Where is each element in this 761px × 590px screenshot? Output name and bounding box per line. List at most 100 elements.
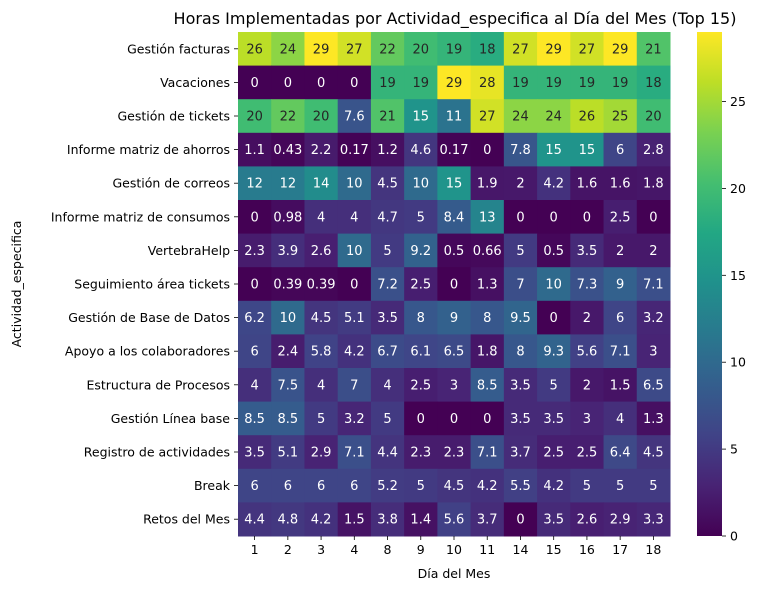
heatmap-cell xyxy=(271,334,305,369)
cell-value-label: 6 xyxy=(616,311,624,326)
heatmap-cell xyxy=(271,368,305,403)
heatmap-cell xyxy=(636,166,671,201)
cell-value-label: 1.6 xyxy=(610,177,631,192)
cell-value-label: 7.8 xyxy=(510,143,531,158)
heatmap-cell xyxy=(503,435,538,470)
cell-value-label: 9.2 xyxy=(410,244,431,259)
cell-value-label: 3.2 xyxy=(344,412,365,427)
cell-value-label: 2.3 xyxy=(244,244,265,259)
cell-value-label: 0 xyxy=(417,412,425,427)
heatmap-cell xyxy=(603,99,638,134)
heatmap-cell xyxy=(537,65,571,100)
heatmap-cell xyxy=(470,502,505,537)
cell-value-label: 4.5 xyxy=(311,311,332,326)
cell-value-label: 7 xyxy=(516,278,524,293)
heatmap-cell xyxy=(503,401,538,436)
heatmap-cell xyxy=(404,502,438,537)
cell-value-label: 1.8 xyxy=(477,345,498,360)
cell-value-label: 10 xyxy=(346,177,363,192)
heatmap-cell xyxy=(404,334,438,369)
heatmap-cell xyxy=(370,435,405,470)
cell-value-label: 19 xyxy=(412,76,429,91)
cell-value-label: 2.5 xyxy=(577,446,598,461)
heatmap-cell xyxy=(503,334,538,369)
heatmap-cell xyxy=(470,401,505,436)
cell-value-label: 1.4 xyxy=(410,513,431,528)
cell-value-label: 19 xyxy=(579,76,596,91)
cell-value-label: 9 xyxy=(616,278,624,293)
cell-value-label: 2.4 xyxy=(278,345,299,360)
cell-value-label: 5.1 xyxy=(344,311,365,326)
y-axis-label: Actividad_especifica xyxy=(9,221,24,348)
cell-value-label: 26 xyxy=(579,110,596,125)
heatmap-cell xyxy=(636,267,671,302)
heatmap-cell xyxy=(537,435,571,470)
heatmap-cell xyxy=(636,200,671,235)
cell-value-label: 2 xyxy=(583,311,591,326)
cell-value-label: 6.4 xyxy=(610,446,631,461)
heatmap-cell xyxy=(537,468,571,503)
cell-value-label: 4.2 xyxy=(477,479,498,494)
heatmap-cell xyxy=(238,32,272,67)
heatmap-cell xyxy=(470,65,505,100)
heatmap-cell xyxy=(537,166,571,201)
cell-value-label: 7.1 xyxy=(643,278,664,293)
heatmap-cell xyxy=(304,132,339,167)
cell-value-label: 24 xyxy=(512,110,529,125)
heatmap-cell xyxy=(636,368,671,403)
heatmap-cell xyxy=(570,166,605,201)
cell-value-label: 0 xyxy=(550,311,558,326)
heatmap-cell xyxy=(603,502,638,537)
heatmap-cell xyxy=(238,233,272,268)
cell-value-label: 3.3 xyxy=(643,513,664,528)
heatmap-cell xyxy=(370,267,405,302)
heatmap-cell xyxy=(271,200,305,235)
heatmap-cell xyxy=(238,267,272,302)
heatmap-cell xyxy=(570,435,605,470)
heatmap-cell xyxy=(603,166,638,201)
heatmap-cell xyxy=(337,99,372,134)
heatmap-cell xyxy=(271,233,305,268)
cell-value-label: 21 xyxy=(379,110,396,125)
cell-value-label: 6 xyxy=(250,345,258,360)
cell-value-label: 4.5 xyxy=(444,479,465,494)
x-axis-label: Día del Mes xyxy=(418,566,491,581)
cell-value-label: 10 xyxy=(346,244,363,259)
cell-value-label: 5 xyxy=(550,378,558,393)
y-tick-label: Apoyo a los colaboradores xyxy=(65,344,230,359)
cell-value-label: 2.6 xyxy=(311,244,332,259)
heatmap-cell xyxy=(437,468,472,503)
heatmap-cell xyxy=(370,233,405,268)
cell-value-label: 2 xyxy=(516,177,524,192)
heatmap-cell xyxy=(370,132,405,167)
heatmap-cell xyxy=(238,166,272,201)
heatmap-cell xyxy=(304,435,339,470)
heatmap-cell xyxy=(570,99,605,134)
heatmap-cell xyxy=(603,233,638,268)
heatmap-cell xyxy=(437,32,472,67)
cell-value-label: 22 xyxy=(379,42,396,57)
colorbar-tick-label: 15 xyxy=(730,268,746,283)
cell-value-label: 9.5 xyxy=(510,311,531,326)
cell-value-label: 20 xyxy=(412,42,429,57)
heatmap-cell xyxy=(470,300,505,335)
y-tick-label: Gestión de correos xyxy=(112,176,230,191)
heatmap-cell xyxy=(636,233,671,268)
x-tick-label: 16 xyxy=(579,542,595,557)
cell-value-label: 0 xyxy=(649,210,657,225)
heatmap-cell xyxy=(337,368,372,403)
heatmap-cell xyxy=(337,132,372,167)
cell-value-label: 26 xyxy=(246,42,263,57)
heatmap-cell xyxy=(570,468,605,503)
y-tick-label: Estructura de Procesos xyxy=(86,377,230,392)
cell-value-label: 0 xyxy=(483,412,491,427)
heatmap-cell xyxy=(636,401,671,436)
cell-value-label: 29 xyxy=(446,76,463,91)
y-axis-ticks: Gestión facturas Vacaciones Gestión de tic… xyxy=(51,41,238,527)
cell-value-label: 3.5 xyxy=(543,412,564,427)
cell-value-label: 0.43 xyxy=(273,143,302,158)
heatmap-cell xyxy=(537,401,571,436)
heatmap-cell xyxy=(238,334,272,369)
y-tick-label: Seguimiento área tickets xyxy=(74,277,230,292)
heatmap-cell xyxy=(370,502,405,537)
